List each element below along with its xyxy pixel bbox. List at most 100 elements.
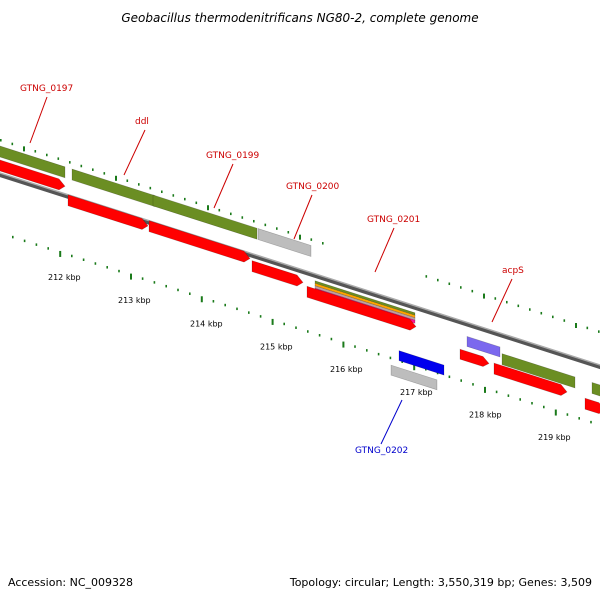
tick-track [0,139,600,424]
tick-mark-lower [389,356,392,360]
tick-mark-upper [586,326,589,330]
tick-mark-upper [425,275,428,278]
tick-mark-upper [264,223,267,227]
tick-mark-lower [47,247,49,250]
tick-mark-upper [161,190,163,194]
leader-line-gtng0200 [293,194,313,240]
tick-mark-upper [310,238,313,241]
leader-line-gtng0202 [380,399,403,445]
kbp-label: 218 kbp [469,411,502,420]
tick-mark-lower [23,239,26,243]
tick-mark-lower [118,269,120,273]
tick-mark-lower [94,262,97,265]
tick-mark-lower [531,401,533,405]
gene-bar-gtng0200 [257,228,312,257]
tick-mark-upper [184,197,186,201]
tick-mark-lower [236,307,238,311]
tick-mark-upper [80,164,83,168]
tick-mark-upper [207,205,209,211]
tick-mark-upper [103,172,106,175]
tick-mark-lower [224,303,226,307]
kbp-label: 219 kbp [538,433,571,442]
tick-mark-upper [322,242,324,245]
kbp-label: 214 kbp [190,319,223,328]
gene-label-gtng0201: GTNG_0201 [367,215,420,225]
cds-arrow-gtng0201 [306,285,417,331]
tick-mark-upper [494,297,497,300]
tick-mark-upper [540,311,543,315]
tick-mark-lower [12,235,14,239]
tick-mark-lower [153,281,156,284]
tick-mark-upper [69,161,71,164]
tick-mark-lower [295,326,297,329]
tick-mark-upper [0,139,2,142]
tick-mark-upper [34,150,37,153]
tick-mark-upper [230,212,232,216]
tick-mark-lower [543,405,545,409]
tick-mark-upper [471,289,474,293]
tick-mark-upper [563,319,566,322]
kbp-label: 213 kbp [118,296,151,305]
tick-mark-upper [11,142,14,146]
tick-mark-upper [552,315,554,319]
topology-text: Topology: circular; Length: 3,550,319 bp… [289,576,592,589]
tick-mark-lower [519,398,521,401]
tick-mark-upper [218,208,221,212]
tick-mark-lower [283,322,285,326]
kbp-labels: 212 kbp 213 kbp 214 kbp 215 kbp 216 kbp 217 k… [48,273,571,442]
tick-mark-lower [354,345,356,348]
tick-mark-upper [437,278,439,282]
tick-mark-upper [448,282,451,286]
gene-label-gtng0199: GTNG_0199 [206,151,260,161]
tick-mark-lower [307,330,309,333]
tick-mark-lower [566,413,569,416]
tick-mark-lower [578,417,580,420]
tick-mark-lower [248,311,250,314]
tick-mark-upper [575,323,577,328]
tick-mark-lower [141,277,144,280]
kbp-label: 215 kbp [260,342,293,351]
tick-mark-lower [259,315,262,318]
gene-label-ddl: ddl [135,117,149,127]
kbp-label: 217 kbp [400,388,433,397]
leader-line-gtng0197 [29,96,48,144]
tick-mark-upper [195,201,198,205]
tick-mark-upper [517,304,520,308]
tick-mark-lower [507,394,510,397]
tick-mark-upper [57,157,60,160]
gene-bar-next-2 [591,382,600,397]
gene-label-gtng0202: GTNG_0202 [355,446,408,456]
gene-bar-next-1 [501,353,576,389]
kbp-label: 216 kbp [330,365,363,374]
tick-mark-lower [448,375,451,379]
tick-mark-upper [149,186,152,190]
tick-mark-lower [330,337,333,341]
tick-mark-lower [212,300,215,303]
tick-mark-upper [23,146,25,152]
tick-mark-lower [377,352,380,356]
tick-mark-lower [106,266,108,269]
tick-mark-lower [130,273,132,280]
tick-mark-upper [126,179,129,182]
tick-mark-lower [165,284,167,288]
cds-arrow-gtng0199 [148,220,251,263]
tick-mark-upper [138,183,140,186]
gene-bar-gtng0202-gray [390,364,438,391]
gene-bar-gtng0197 [0,145,66,179]
feature-track [0,145,600,415]
tick-mark-lower [35,243,38,246]
gene-label-gtng0200: GTNG_0200 [286,182,340,192]
tick-mark-upper [276,227,278,230]
tick-mark-upper [506,300,508,304]
tick-mark-lower [554,409,557,416]
tick-mark-upper [172,194,175,197]
cds-arrow-next-2 [584,397,600,415]
gene-bar-gtng0202-blue [398,350,445,376]
cds-arrow-ddl [67,194,149,230]
map-title: Geobacillus thermodenitrificans NG80-2, … [121,11,478,25]
accession-text: Accession: NC_009328 [8,576,133,589]
tick-mark-lower [200,296,203,303]
cds-arrow-gtng0197 [0,159,66,191]
